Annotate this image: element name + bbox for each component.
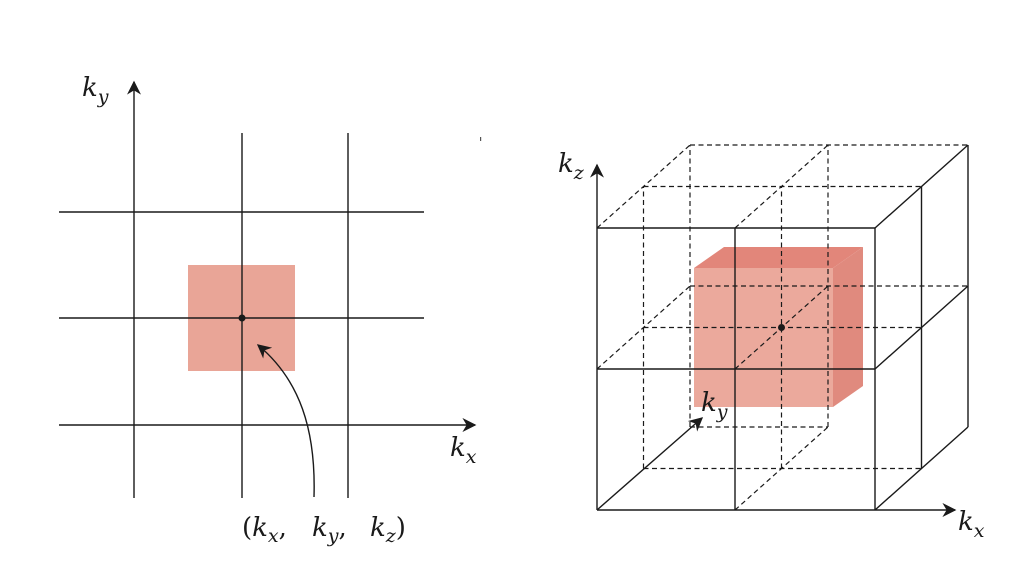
hidden-lattice-edge [734,426,829,511]
ky-axis-label-3d: ky [701,388,728,423]
2d-lattice: ky kx (kx, ky, kz) [59,73,477,547]
lattice-edge [874,426,969,511]
3d-lattice [590,144,969,517]
unit-cell-cube-front [694,268,833,407]
kx-axis-label-3d: kx [958,507,985,542]
lattice-point [238,314,246,322]
ky-axis-3d [596,417,704,511]
point-coordinates-label: (kx, ky, kz) [242,513,406,547]
kz-axis-label: kz [558,149,585,184]
pointer-arrow [256,344,315,498]
stray-mark [480,137,482,141]
hidden-lattice-edge [734,144,829,229]
unit-cell-cube-top [694,247,863,268]
lattice-edge [874,144,969,229]
hidden-lattice-edge [596,285,691,370]
hidden-lattice-edge [596,144,691,229]
ky-axis-label: ky [82,73,109,108]
lattice-edge [874,285,969,370]
lattice-point-3d [778,324,785,331]
kx-axis-label: kx [450,433,477,468]
